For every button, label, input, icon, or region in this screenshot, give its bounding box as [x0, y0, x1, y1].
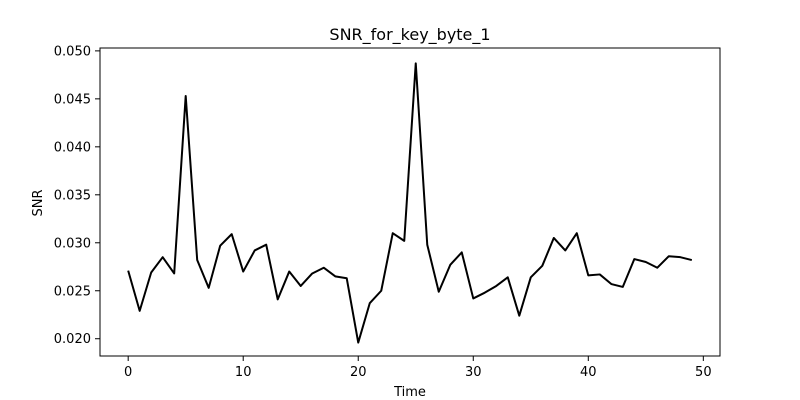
data-point: [564, 249, 567, 252]
plot-area: 0 10 20 30 40 50 0.020 0.025 0.030 0.035 0.040 0.04…: [54, 44, 721, 380]
data-point: [552, 236, 555, 239]
y-tick-label: 0.020: [54, 332, 91, 347]
data-point: [690, 259, 693, 262]
x-tick-label: 20: [350, 365, 367, 380]
data-point: [667, 255, 670, 258]
data-point: [219, 244, 222, 247]
y-tick-label: 0.035: [54, 188, 91, 203]
y-tick-label: 0.040: [54, 140, 91, 155]
data-point: [391, 232, 394, 235]
data-point: [587, 274, 590, 277]
data-point: [472, 297, 475, 300]
data-point: [230, 233, 233, 236]
axes-frame: [99, 47, 721, 357]
data-point: [495, 284, 498, 287]
data-point: [426, 243, 429, 246]
x-axis-label: Time: [393, 385, 426, 400]
data-point: [150, 271, 153, 274]
data-point: [173, 272, 176, 275]
x-tick-label: 10: [235, 365, 252, 380]
data-point: [541, 264, 544, 267]
data-point: [621, 285, 624, 288]
data-point: [403, 239, 406, 242]
data-point: [253, 249, 256, 252]
data-point: [656, 266, 659, 269]
y-axis-label: SNR: [31, 189, 46, 216]
series-line-0: [127, 62, 693, 344]
data-point: [633, 258, 636, 261]
data-point: [138, 309, 141, 312]
data-point: [334, 275, 337, 278]
data-point: [679, 256, 682, 259]
y-tick-label: 0.030: [54, 236, 91, 251]
data-point: [127, 269, 130, 272]
data-point: [449, 263, 452, 266]
chart-title: SNR_for_key_byte_1: [329, 25, 490, 45]
data-point: [322, 266, 325, 269]
x-tick-label: 0: [124, 365, 132, 380]
y-tick-label: 0.050: [54, 44, 91, 59]
data-point: [299, 284, 302, 287]
data-point: [575, 232, 578, 235]
data-point: [518, 314, 521, 317]
x-tick-label: 30: [465, 365, 482, 380]
data-point: [288, 270, 291, 273]
data-point: [380, 289, 383, 292]
x-tick-label: 40: [580, 365, 597, 380]
data-point: [483, 291, 486, 294]
data-point: [610, 283, 613, 286]
data-point: [276, 298, 279, 301]
data-point: [368, 302, 371, 305]
data-point: [207, 286, 210, 289]
data-point: [196, 259, 199, 262]
y-tick-label: 0.025: [54, 284, 91, 299]
data-point: [357, 341, 360, 344]
data-point: [529, 276, 532, 279]
data-point: [345, 277, 348, 280]
data-point: [644, 260, 647, 263]
data-point: [161, 256, 164, 259]
data-point: [184, 94, 187, 97]
data-point: [414, 62, 417, 65]
data-point: [598, 273, 601, 276]
data-point: [265, 243, 268, 246]
data-point: [437, 290, 440, 293]
y-tick-label: 0.045: [54, 92, 91, 107]
data-point: [460, 251, 463, 254]
data-point: [506, 276, 509, 279]
data-point: [242, 270, 245, 273]
x-tick-label: 50: [695, 365, 712, 380]
data-point: [311, 272, 314, 275]
